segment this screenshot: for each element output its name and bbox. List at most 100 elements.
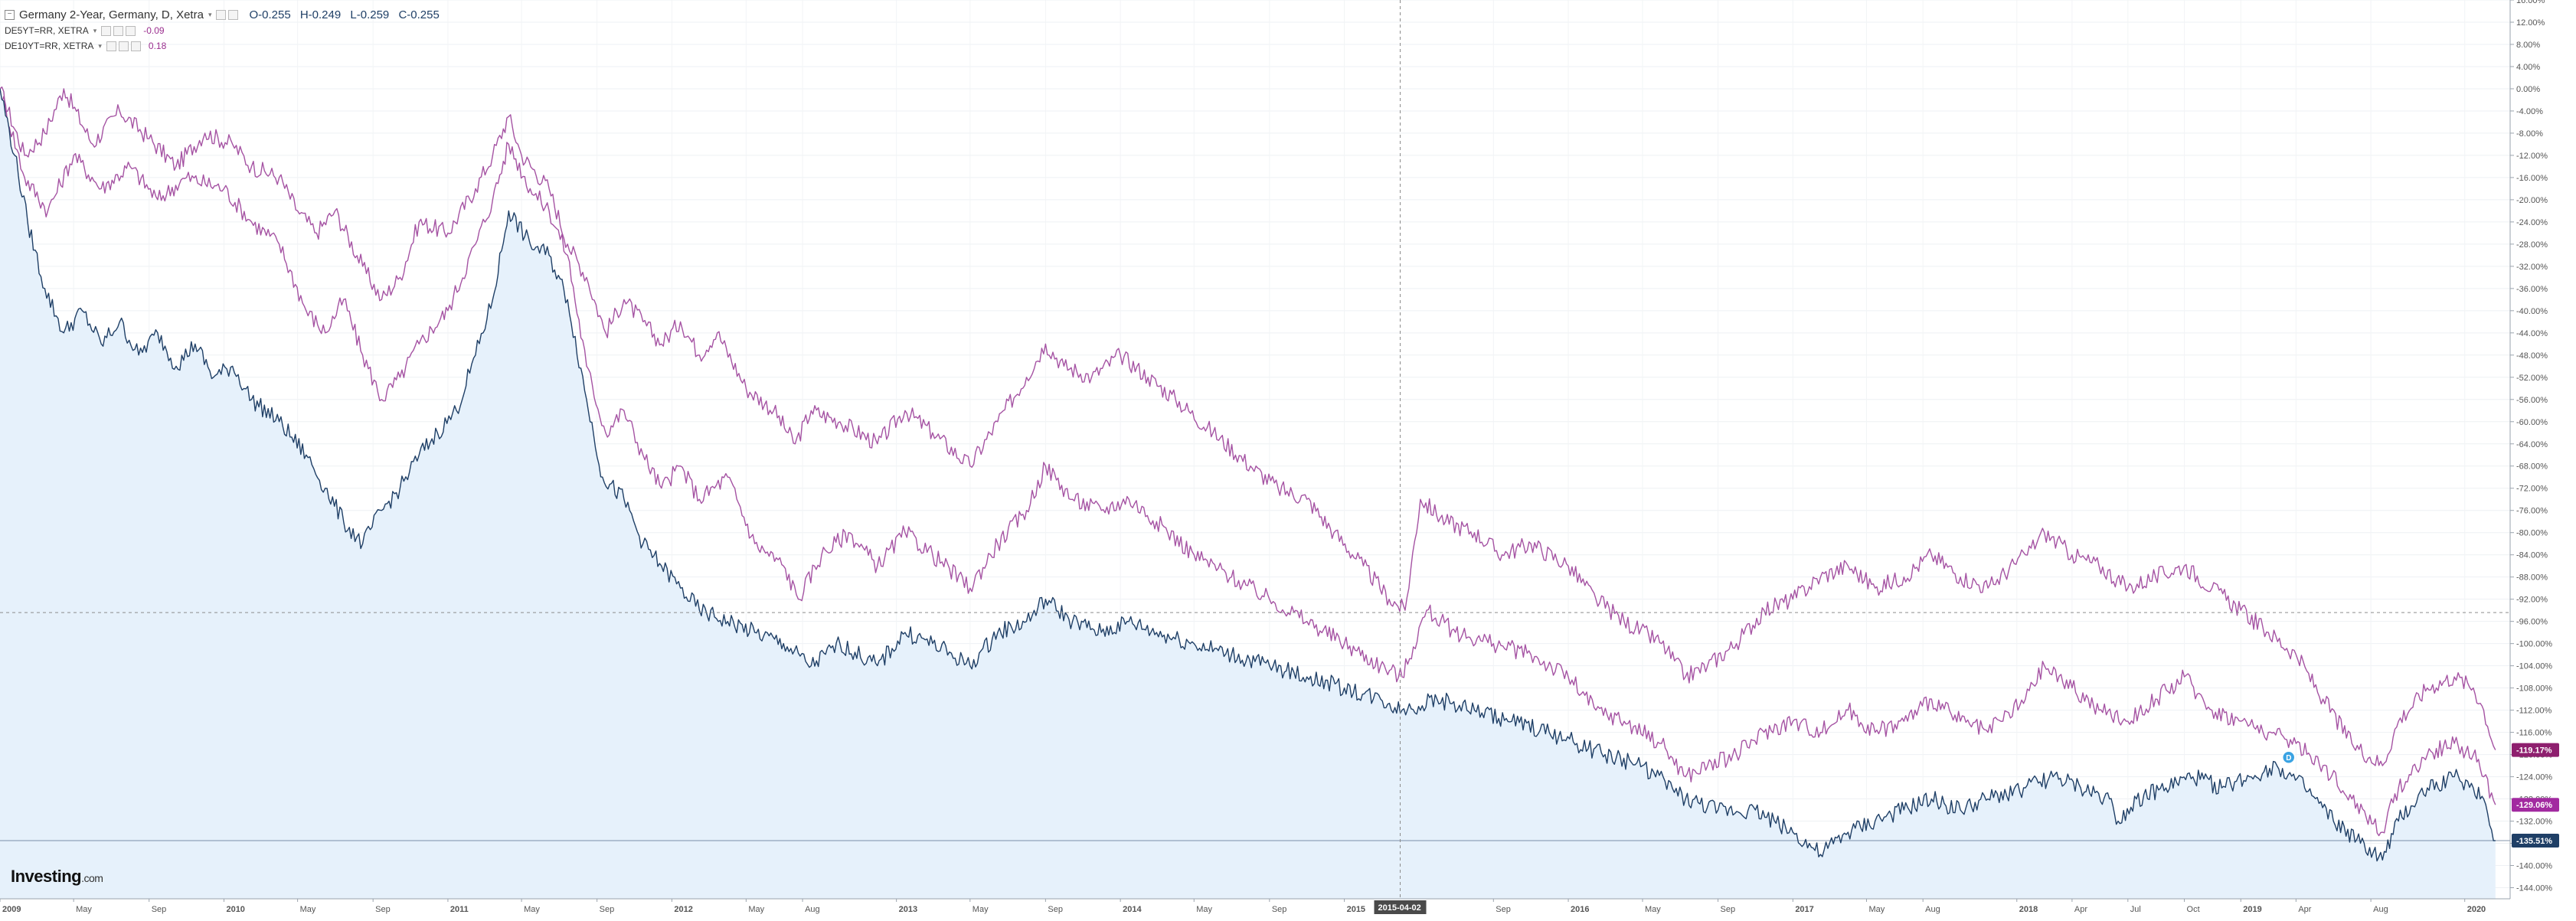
y-tick-label: -132.00% [2516,818,2552,827]
y-tick-label: -124.00% [2516,773,2552,782]
compare1-tools [101,25,136,36]
x-tick-label: 2019 [2243,905,2261,914]
x-tick-label: May [76,905,92,914]
x-tick-label: 2011 [450,905,469,914]
ohlc-values: O-0.255 H-0.249 L-0.259 C-0.255 [249,8,445,21]
x-tick-label: Sep [1496,905,1511,914]
investing-logo[interactable]: Investing.com [11,867,103,887]
logo-brand: Investing [11,867,82,886]
x-tick-label: Sep [1721,905,1736,914]
y-tick-label: -88.00% [2516,573,2548,583]
x-tick-label: 2013 [899,905,917,914]
y-tick-label: -80.00% [2516,529,2548,538]
y-tick-label: -84.00% [2516,551,2548,560]
last-value-label: -119.17% [2516,746,2552,756]
y-tick-label: -16.00% [2516,174,2548,183]
y-tick-label: 16.00% [2516,0,2545,5]
x-tick-label: Sep [1048,905,1063,914]
collapse-icon[interactable]: − [5,9,15,20]
y-tick-label: -44.00% [2516,329,2548,338]
close-icon[interactable] [126,25,136,36]
eye-icon[interactable] [101,25,112,36]
x-tick-label: 2016 [1571,905,1589,914]
y-tick-label: -4.00% [2516,107,2543,116]
chevron-down-icon[interactable]: ▾ [98,41,102,50]
y-axis-background [2510,0,2576,917]
y-tick-label: -92.00% [2516,596,2548,605]
compare1-name: DE5YT=RR, XETRA [5,25,89,36]
crosshair-date-badge [1374,900,1427,914]
legend-compare-row-1: DE5YT=RR, XETRA ▾ -0.09 [5,23,446,38]
dividend-marker-label: D [2286,754,2291,763]
series-10y-line [0,86,2496,766]
last-value-badge [2512,798,2559,812]
y-tick-label: -48.00% [2516,351,2548,361]
x-tick-label: May [1196,905,1212,914]
last-value-badge [2512,743,2559,757]
x-tick-label: Oct [2187,905,2200,914]
y-tick-label: 8.00% [2516,41,2540,50]
y-tick-label: -68.00% [2516,462,2548,472]
x-tick-label: May [973,905,989,914]
x-tick-label: 2009 [2,905,21,914]
x-tick-label: Aug [1925,905,1940,914]
legend-tools [216,9,239,20]
chevron-down-icon[interactable]: ▾ [208,10,212,18]
y-tick-label: -20.00% [2516,196,2548,205]
y-tick-label: -36.00% [2516,285,2548,294]
y-tick-label: -52.00% [2516,374,2548,383]
y-tick-label: -56.00% [2516,396,2548,405]
close-value: C-0.255 [398,8,440,21]
compare2-name: DE10YT=RR, XETRA [5,41,94,51]
legend-main-row: − Germany 2-Year, Germany, D, Xetra ▾ O-… [5,6,446,23]
x-tick-label: May [1868,905,1885,914]
x-tick-label: 2010 [226,905,244,914]
y-tick-label: -116.00% [2516,729,2551,738]
series-layer: D [0,86,2510,899]
close-icon[interactable] [228,9,239,20]
y-tick-label: -76.00% [2516,507,2548,516]
y-tick-label: -24.00% [2516,218,2548,227]
x-tick-label: 2018 [2019,905,2038,914]
compare2-tools [106,41,141,51]
y-tick-label: -72.00% [2516,485,2548,494]
settings-icon[interactable] [216,9,227,20]
settings-icon[interactable] [113,25,124,36]
x-tick-label: 2014 [1123,905,1142,914]
last-value-label: -135.51% [2516,837,2552,846]
legend-compare-row-2: DE10YT=RR, XETRA ▾ 0.18 [5,38,446,54]
x-tick-label: Sep [152,905,167,914]
settings-icon[interactable] [118,41,129,51]
y-tick-label: -104.00% [2516,662,2552,671]
x-tick-label: 2015 [1347,905,1365,914]
logo-suffix: .com [81,872,103,884]
y-tick-label: 4.00% [2516,63,2540,72]
y-tick-label: -140.00% [2516,862,2552,871]
x-tick-label: Apr [2074,905,2087,914]
chart-legend: − Germany 2-Year, Germany, D, Xetra ▾ O-… [5,6,446,54]
y-tick-label: -112.00% [2516,707,2551,716]
y-tick-label: -60.00% [2516,418,2548,427]
legend-main-title: Germany 2-Year, Germany, D, Xetra [19,8,204,21]
x-tick-label: May [748,905,764,914]
x-tick-label: Apr [2298,905,2311,914]
y-tick-label: 12.00% [2516,18,2545,28]
y-tick-label: -12.00% [2516,152,2548,161]
y-tick-label: -108.00% [2516,684,2552,694]
x-tick-label: May [1645,905,1661,914]
last-value-label: -129.06% [2516,801,2552,810]
y-tick-label: -32.00% [2516,263,2548,272]
x-tick-label: Aug [2373,905,2388,914]
y-tick-label: -8.00% [2516,129,2543,139]
eye-icon[interactable] [106,41,116,51]
y-tick-label: -96.00% [2516,618,2548,627]
x-tick-label: 2012 [674,905,692,914]
close-icon[interactable] [130,41,141,51]
y-tick-label: -100.00% [2516,640,2552,649]
chevron-down-icon[interactable]: ▾ [93,26,97,34]
x-tick-label: Jul [2130,905,2141,914]
x-tick-label: 2020 [2467,905,2486,914]
